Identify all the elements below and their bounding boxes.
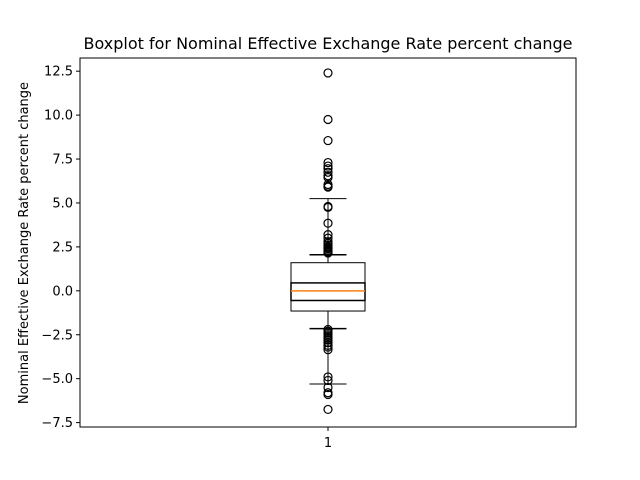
y-tick-label: 5.0 [52,196,73,211]
outlier-point [323,68,333,78]
outlier-point [323,389,333,400]
outlier-point [323,161,333,171]
y-tick-label: 0.0 [52,284,73,299]
outlier-point [323,404,333,415]
y-tick-label: 7.5 [52,153,73,168]
outlier-point [323,345,333,355]
y-tick-label: 12.5 [44,65,73,80]
box-inner [290,282,366,302]
outlier-point [323,375,333,386]
y-tick-label: 2.5 [52,240,73,255]
axes-frame [79,57,577,428]
y-axis-label: Nominal Effective Exchange Rate percent … [17,82,32,404]
y-tick-label: 10.0 [44,109,73,124]
outlier-point [323,372,333,382]
outlier-point [323,218,333,228]
outlier-point [323,233,333,243]
outlier-point [323,335,333,345]
outlier-point [323,135,333,146]
outlier-point [323,157,333,168]
outlier-point [323,229,333,240]
plot-area: −7.5 −5.0 −2.5 0.0 2.5 5.0 7.5 10.0 12.5 1 [41,65,366,451]
outlier-point [323,172,333,183]
y-tick-label: −2.5 [41,328,73,343]
outlier-point [323,114,333,125]
outlier-point [323,167,333,177]
outlier-point [323,182,333,192]
outlier-point [323,382,333,393]
chart-title: Boxplot for Nominal Effective Exchange R… [83,34,572,53]
x-tick-label: 1 [324,436,332,451]
y-tick-label: −5.0 [41,372,73,387]
outlier-point [323,164,333,174]
outlier-point [323,338,333,348]
y-tick-label: −7.5 [41,416,73,431]
outlier-point [323,202,333,212]
outlier-point [323,248,333,258]
outlier-point [323,342,333,352]
